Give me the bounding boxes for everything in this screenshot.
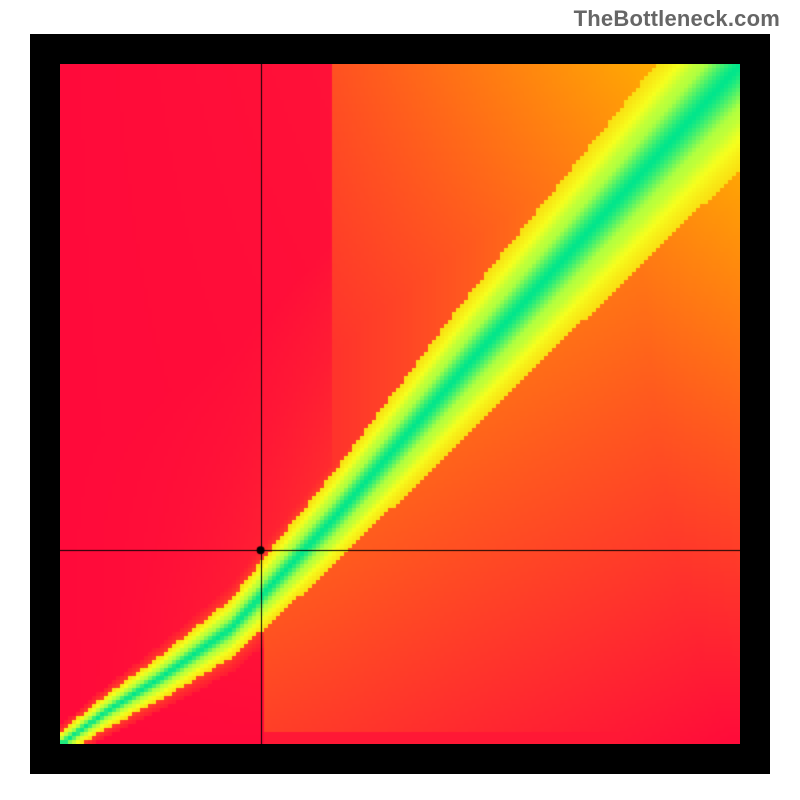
crosshair-overlay	[60, 64, 740, 744]
chart-container: TheBottleneck.com	[0, 0, 800, 800]
watermark-text: TheBottleneck.com	[574, 6, 780, 32]
